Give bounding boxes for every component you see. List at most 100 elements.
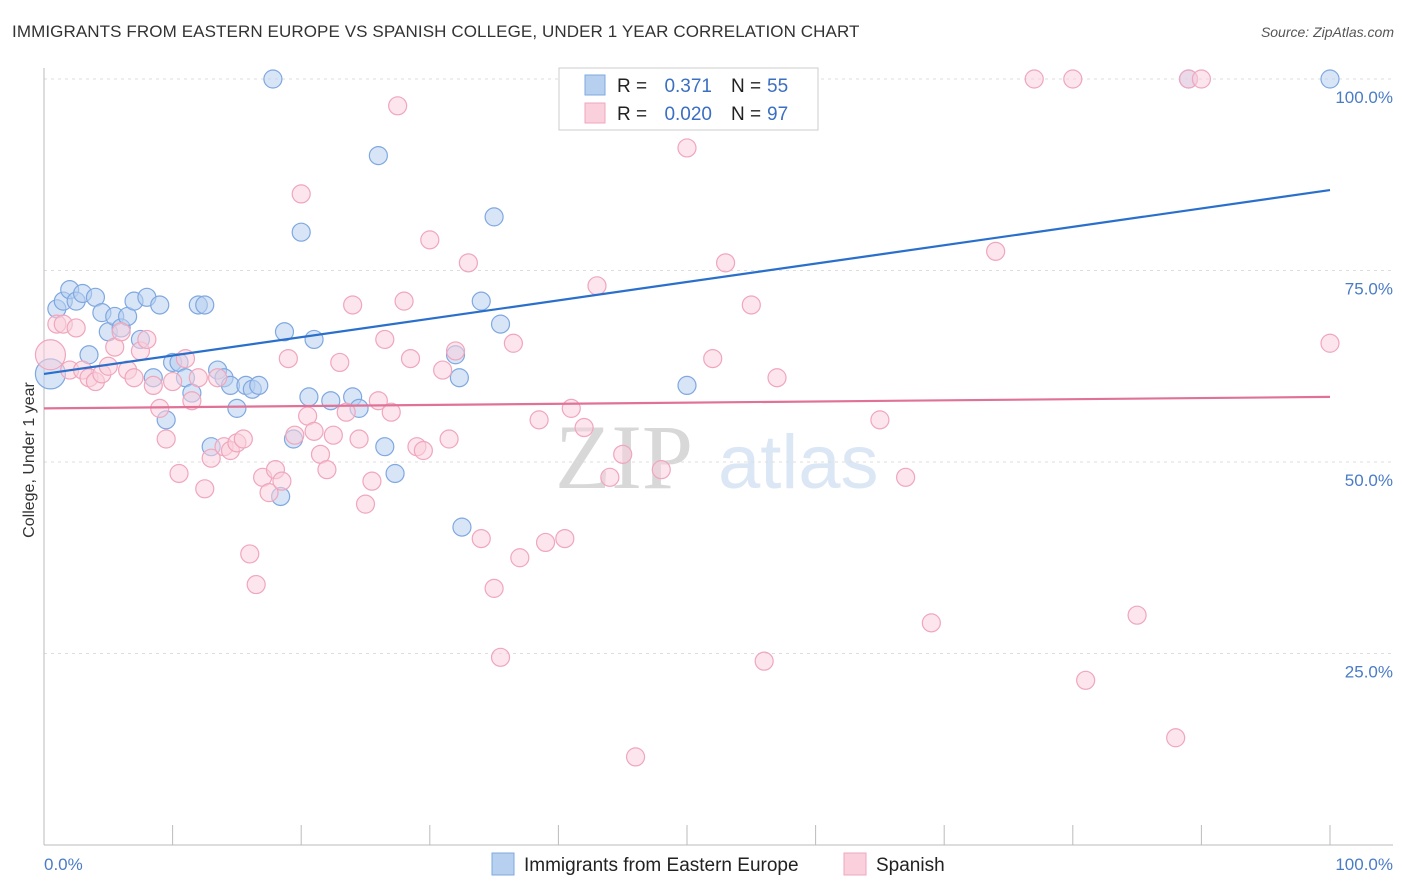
spanish-point-52 [375,329,395,350]
spanish-point-68 [510,548,530,568]
spanish-point-81 [715,253,736,273]
eastern-europe-point-24 [195,295,215,315]
series-spanish-points [34,69,1340,767]
spanish-point-84 [767,368,787,388]
spanish-point-45 [330,352,350,373]
spanish-point-23 [188,368,208,388]
eastern-europe-point-37 [291,222,311,242]
series-legend: Immigrants from Eastern Europe Spanish [491,852,945,876]
eastern-europe-point-17 [150,295,170,315]
eastern-europe-point-45 [385,463,405,484]
spanish-point-65 [484,578,504,598]
legend-n-value-1: 55 [767,76,788,97]
spanish-point-66 [490,647,511,667]
legend-n-label-1: N = [731,76,761,97]
legend-r-value-2: 0.020 [664,104,712,125]
spanish-point-78 [651,460,671,480]
spanish-point-64 [471,528,491,549]
spanish-point-49 [355,494,376,514]
bottom-legend-swatch-spanish [843,852,867,876]
stats-legend: R = 0.371 N = 55 R = 0.020 N = 97 [558,67,819,131]
eastern-europe-trend-line [43,188,1331,375]
eastern-europe-point-51 [490,314,511,334]
y-tick-label-100: 100.0% [1335,88,1393,107]
y-axis-title: College, Under 1 year [21,382,38,538]
spanish-point-18 [156,429,176,449]
y-tick-labels: 100.0% 75.0% 50.0% 25.0% [1335,88,1393,682]
spanish-point-22 [182,391,202,411]
bottom-legend-swatch-eastern-europe [491,852,515,876]
y-tick-label-75: 75.0% [1345,280,1393,299]
legend-n-value-2: 97 [767,104,788,125]
y-tick-label-25: 25.0% [1345,663,1393,682]
spanish-point-62 [445,341,466,361]
spanish-point-89 [1024,69,1044,89]
eastern-europe-point-49 [471,291,491,311]
spanish-point-87 [921,613,941,633]
spanish-point-46 [336,402,356,422]
eastern-europe-point-43 [368,146,388,166]
spanish-point-63 [458,253,478,273]
eastern-europe-point-52 [677,375,697,395]
spanish-point-58 [413,440,433,461]
legend-r-label-1: R = [617,76,647,97]
spanish-point-74 [587,276,607,296]
spanish-point-79 [677,138,697,158]
legend-n-label-2: N = [731,104,761,125]
spanish-point-13 [124,368,144,388]
spanish-point-16 [143,375,163,395]
spanish-point-34 [259,483,279,503]
chart-source: Source: ZipAtlas.com [1260,24,1394,40]
legend-r-label-2: R = [617,104,647,125]
spanish-point-55 [394,291,414,311]
spanish-point-53 [381,402,401,422]
spanish-point-71 [555,528,575,549]
spanish-point-11 [111,322,131,342]
spanish-point-32 [246,574,266,595]
y-tick-label-50: 50.0% [1345,471,1393,490]
spanish-point-43 [317,460,337,480]
spanish-point-61 [439,429,459,449]
spanish-point-38 [285,425,305,445]
spanish-point-90 [1063,69,1083,89]
spanish-trend-line [43,395,1331,410]
spanish-point-54 [388,96,408,116]
spanish-point-95 [1191,69,1212,89]
spanish-point-56 [400,348,421,369]
legend-r-value-1: 0.371 [664,76,712,97]
spanish-point-77 [625,747,646,767]
spanish-point-39 [291,184,311,204]
spanish-point-86 [896,467,916,487]
spanish-point-25 [201,448,221,468]
eastern-europe-point-47 [449,368,469,388]
x-tick-label-min: 0.0% [44,855,83,874]
eastern-europe-point-44 [375,437,395,457]
trend-lines [43,188,1331,410]
eastern-europe-point-29 [227,398,247,418]
eastern-europe-point-38 [299,387,319,407]
chart-title: IMMIGRANTS FROM EASTERN EUROPE VS SPANIS… [12,22,860,41]
watermark-atlas: atlas [718,420,879,505]
spanish-point-0 [34,339,67,371]
eastern-europe-point-34 [263,69,283,89]
spanish-point-80 [703,348,723,369]
spanish-point-83 [754,651,774,671]
spanish-point-70 [535,532,556,553]
legend-swatch-eastern-europe [584,74,606,96]
spanish-point-96 [1320,333,1340,353]
spanish-point-26 [208,368,228,388]
spanish-point-37 [278,348,298,369]
spanish-point-4 [66,318,86,338]
eastern-europe-point-54 [1320,69,1340,89]
bottom-legend-label-eastern-europe: Immigrants from Eastern Europe [524,855,799,876]
spanish-point-92 [1127,605,1147,625]
spanish-point-48 [349,429,369,449]
spanish-point-44 [323,425,343,445]
eastern-europe-point-35 [274,322,295,342]
spanish-point-72 [561,398,581,418]
spanish-point-93 [1166,728,1186,748]
spanish-point-24 [195,479,215,499]
axes [43,68,1393,846]
spanish-point-82 [741,295,761,315]
